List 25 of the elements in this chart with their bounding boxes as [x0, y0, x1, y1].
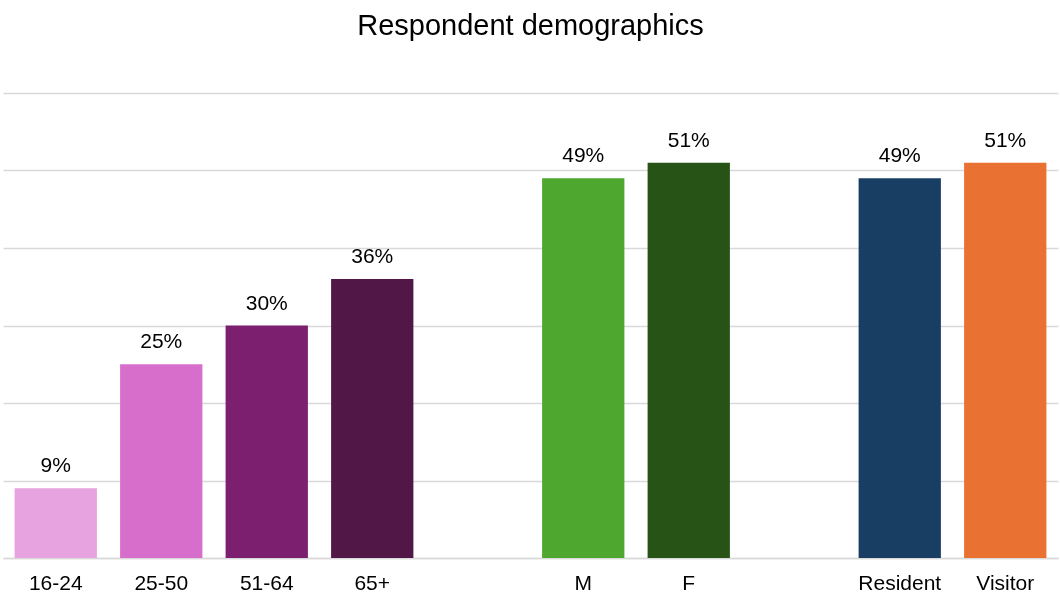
- x-tick-label: F: [682, 570, 696, 594]
- x-tick-label: Resident: [858, 570, 942, 594]
- x-tick-label: 65+: [354, 570, 391, 594]
- x-tick-label: Visitor: [976, 570, 1035, 594]
- bar: [14, 488, 97, 558]
- x-tick-label: M: [574, 570, 592, 594]
- x-tick-label: 16-24: [28, 570, 83, 594]
- bar: [331, 279, 414, 558]
- x-tick-label: 25-50: [134, 570, 189, 594]
- bar: [120, 364, 203, 558]
- data-label: 30%: [245, 290, 288, 314]
- bar: [964, 162, 1047, 558]
- x-tick-label: 51-64: [239, 570, 294, 594]
- data-label: 9%: [40, 453, 71, 477]
- bar: [858, 178, 941, 558]
- chart-title: Respondent demographics: [357, 9, 704, 41]
- bar: [647, 162, 730, 558]
- data-label: 36%: [351, 244, 394, 267]
- data-label: 51%: [667, 127, 710, 151]
- data-label: 51%: [984, 127, 1027, 151]
- bar: [225, 325, 308, 558]
- data-label: 49%: [878, 143, 921, 167]
- data-label: 49%: [562, 143, 605, 167]
- bar: [542, 178, 625, 558]
- data-label: 25%: [140, 329, 183, 353]
